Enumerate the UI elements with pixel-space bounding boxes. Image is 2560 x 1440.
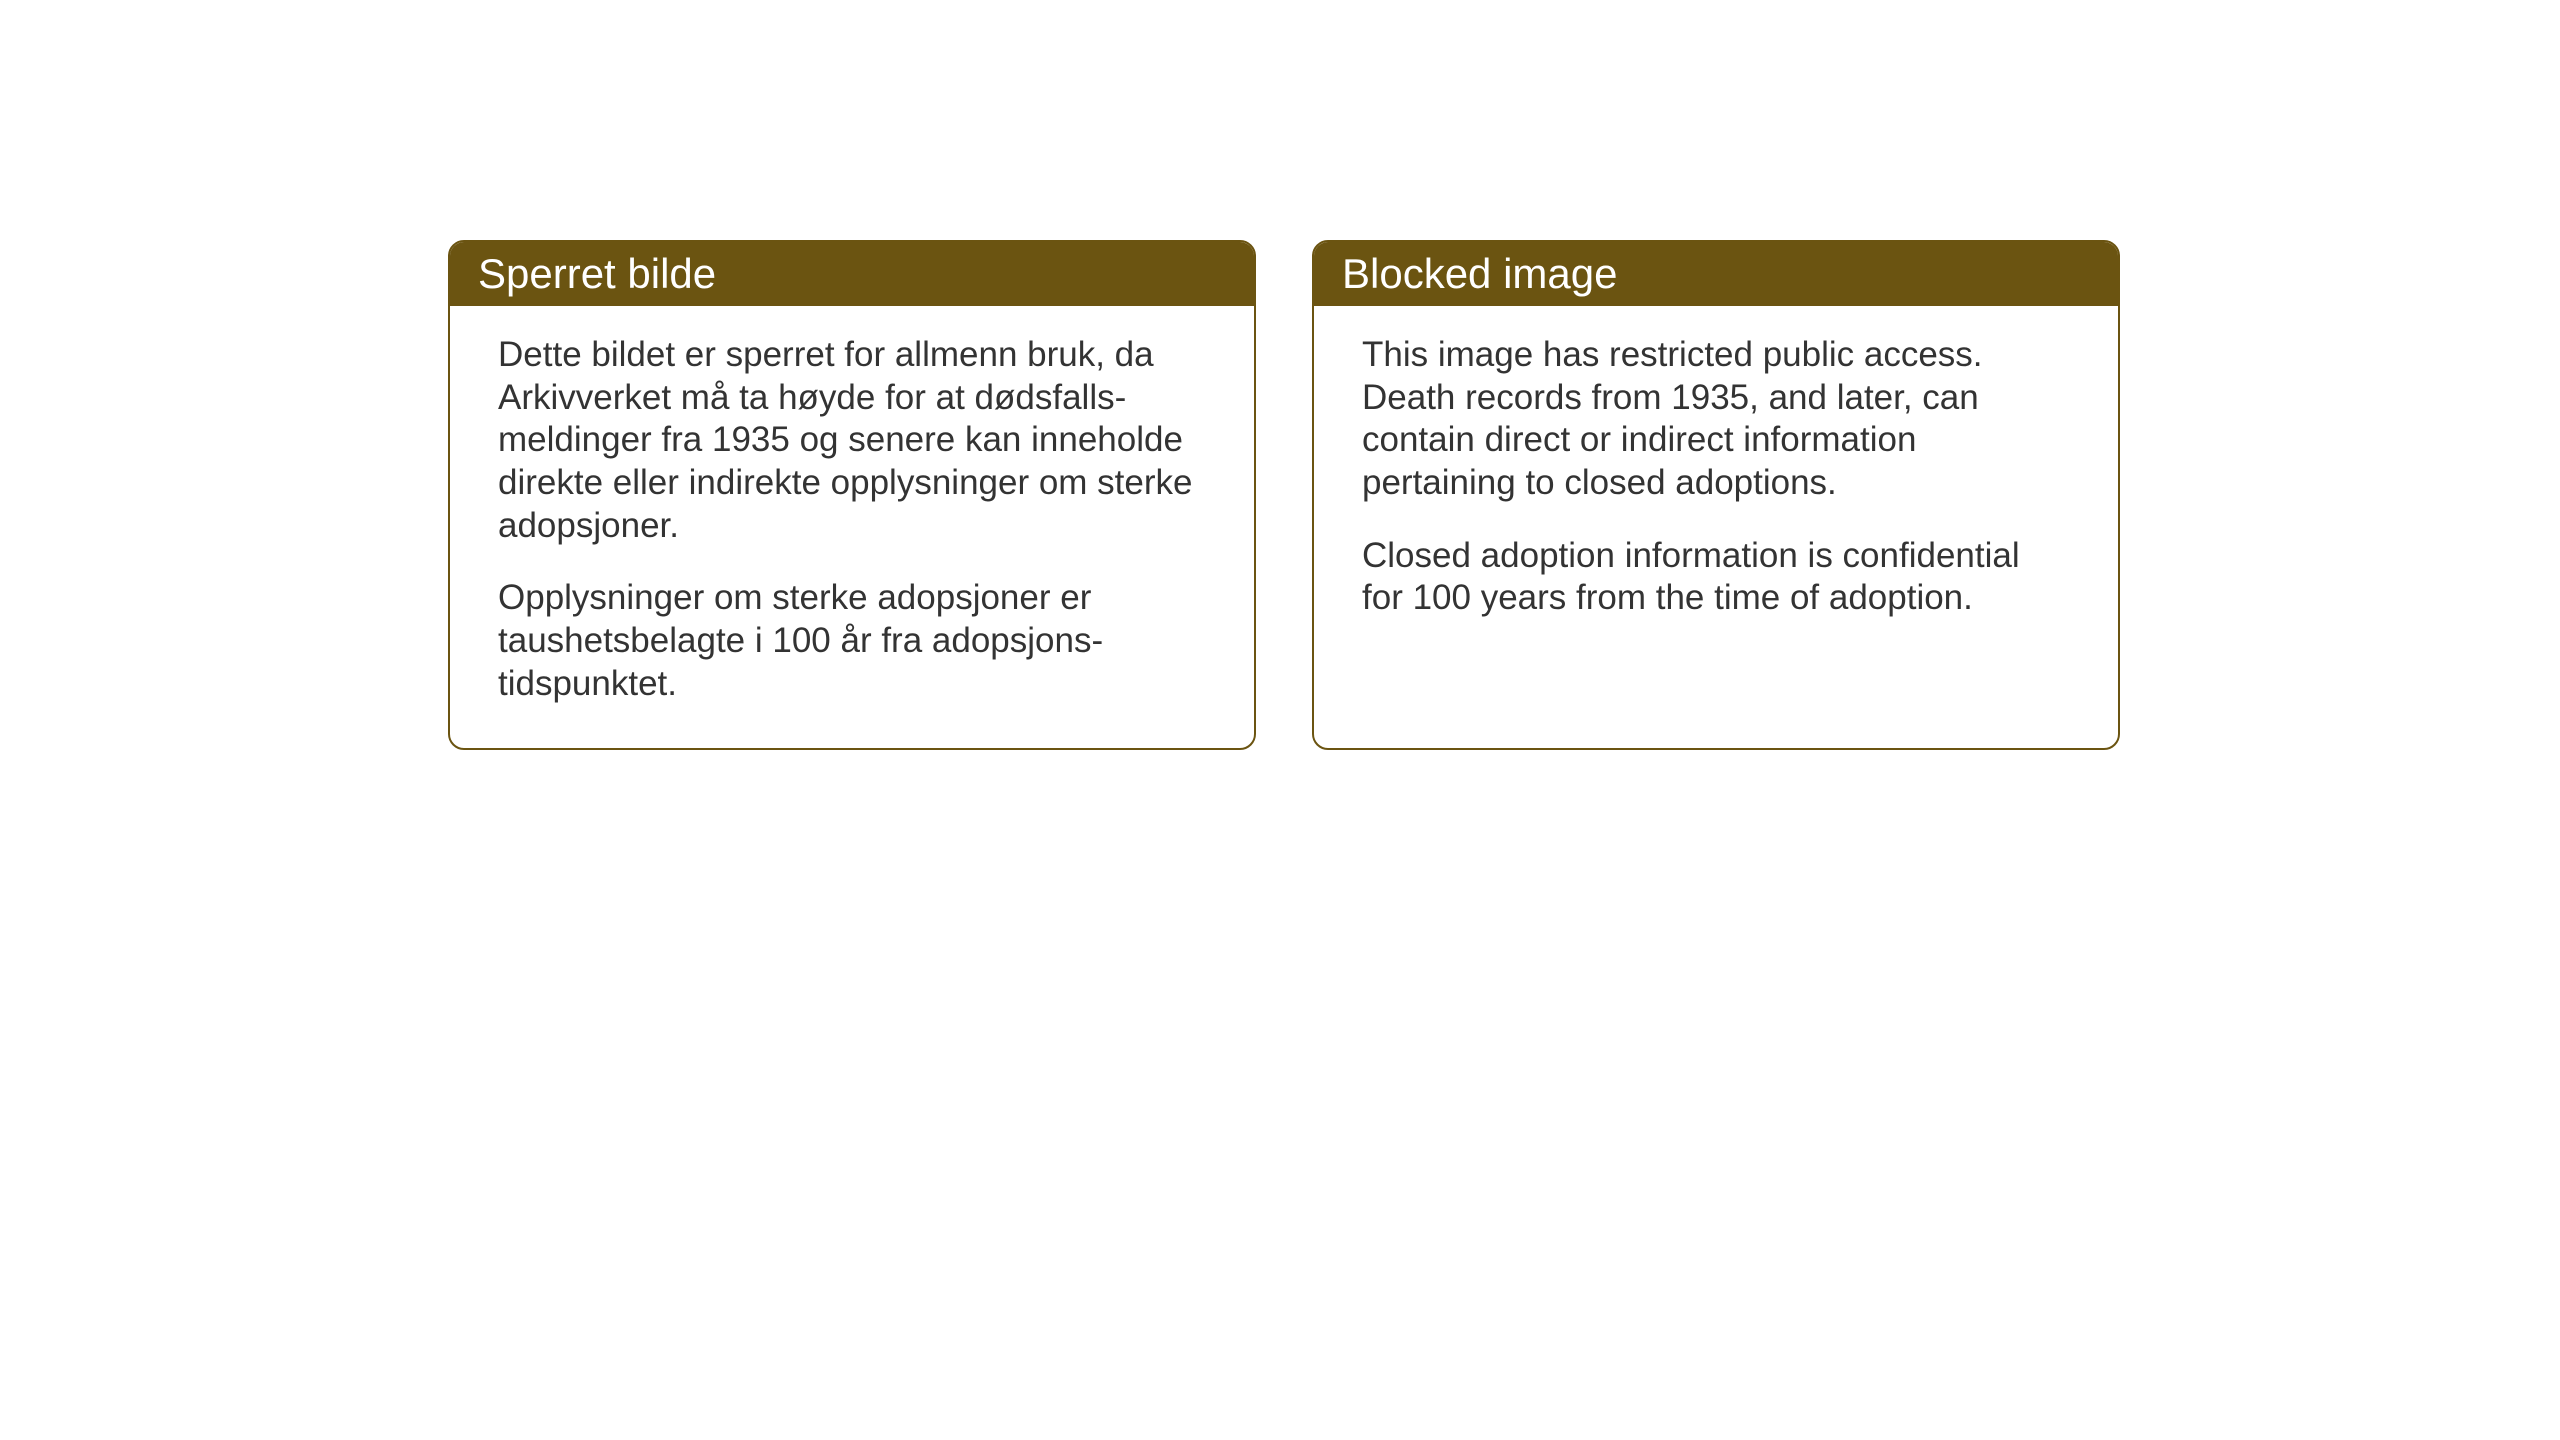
card-english: Blocked image This image has restricted … <box>1312 240 2120 750</box>
card-title: Sperret bilde <box>478 250 716 297</box>
card-norwegian: Sperret bilde Dette bildet er sperret fo… <box>448 240 1256 750</box>
card-header-norwegian: Sperret bilde <box>450 242 1254 306</box>
card-body-norwegian: Dette bildet er sperret for allmenn bruk… <box>450 306 1254 746</box>
cards-container: Sperret bilde Dette bildet er sperret fo… <box>448 240 2120 750</box>
paragraph-2: Closed adoption information is confident… <box>1362 535 2070 620</box>
card-title: Blocked image <box>1342 250 1617 297</box>
paragraph-1: This image has restricted public access.… <box>1362 334 2070 505</box>
card-header-english: Blocked image <box>1314 242 2118 306</box>
paragraph-1: Dette bildet er sperret for allmenn bruk… <box>498 334 1206 547</box>
paragraph-2: Opplysninger om sterke adopsjoner er tau… <box>498 577 1206 705</box>
card-body-english: This image has restricted public access.… <box>1314 306 2118 660</box>
